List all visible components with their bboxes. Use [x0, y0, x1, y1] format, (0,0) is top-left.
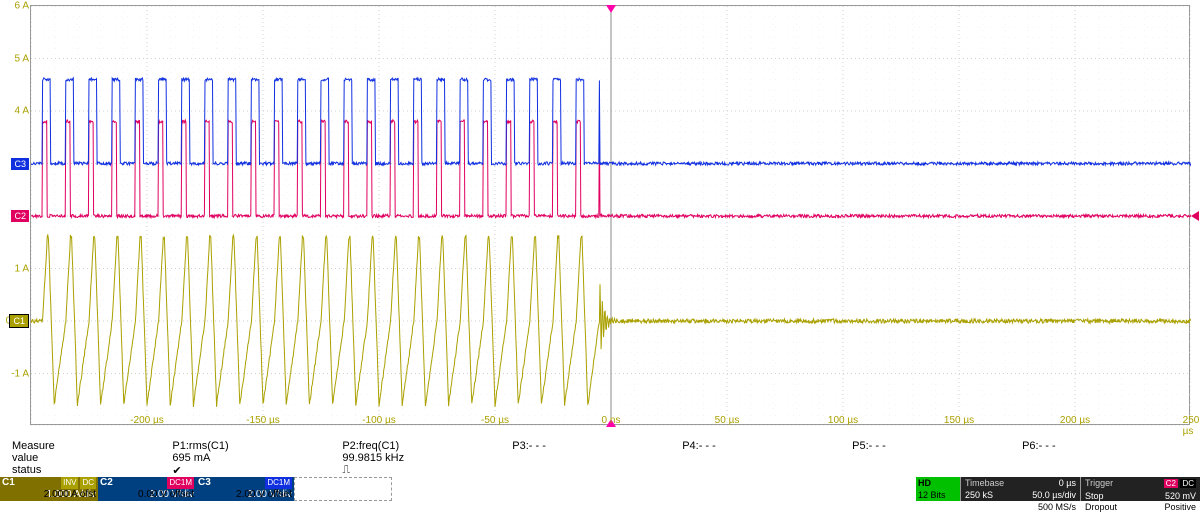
measurement-bar: Measure P1:rms(C1) P2:freq(C1) P3:- - - … — [12, 440, 1192, 477]
trigger-edge: Dropout — [1085, 501, 1117, 513]
x-axis-label: 100 µs — [828, 412, 858, 426]
hd-bits: 12 Bits — [918, 489, 958, 501]
measure-value-label: value — [12, 452, 172, 464]
measure-p2-label: P2:freq(C1) — [342, 440, 512, 452]
waveform-svg — [31, 6, 1191, 426]
oscilloscope-display: -200 µs -150 µs -100 µs -50 µs 0 ns 50 µs 100 … — [0, 0, 1200, 501]
trigger-box[interactable]: Trigger C2 DC Stop520 mV DropoutPositive — [1080, 477, 1200, 501]
measure-p1-label: P1:rms(C1) — [172, 440, 342, 452]
channel-c3-offset: 2.00 V offset — [196, 489, 294, 500]
measure-p1-status: ✔ — [172, 464, 342, 477]
x-axis-label: 50 µs — [715, 412, 740, 426]
channel-c1-tag: C1 — [2, 477, 15, 489]
channel-c1-badges: INVDC — [61, 477, 96, 489]
measure-p6-value — [1022, 452, 1192, 464]
trigger-marker-top — [606, 5, 616, 13]
measure-p6-label: P6:- - - — [1022, 440, 1192, 452]
channel-marker-c3: C3 — [11, 158, 29, 170]
hd-label: HD — [918, 477, 958, 489]
timebase-label: Timebase — [965, 477, 1004, 489]
channel-empty-box — [294, 477, 392, 501]
hd-box: HD 12 Bits — [916, 477, 960, 501]
trigger-slope: Positive — [1164, 501, 1196, 513]
timebase-tdiv: 50.0 µs/div — [1032, 489, 1076, 501]
channel-c2-offset: 0.00 V offset — [98, 489, 196, 500]
measure-p2-status: ⎍ — [342, 464, 512, 477]
channel-badge: DC — [80, 477, 96, 489]
x-axis-label: 250 µs — [1183, 412, 1200, 437]
x-axis-label: -150 µs — [246, 412, 280, 426]
trigger-label: Trigger — [1085, 477, 1113, 490]
trigger-src: C2 — [1164, 479, 1178, 488]
timebase-rate: 500 MS/s — [1038, 501, 1076, 513]
channel-marker-c2: C2 — [11, 210, 29, 222]
timebase-rec: 250 kS — [965, 489, 993, 501]
channel-c1-offset: 2.000 A ofst — [0, 489, 98, 500]
y-axis-label: 1 A — [15, 263, 31, 274]
y-axis-label: 5 A — [15, 53, 31, 64]
channel-badge: INV — [61, 477, 78, 489]
measure-p5-label: P5:- - - — [852, 440, 1022, 452]
channel-marker-c1: C1 — [9, 314, 29, 328]
x-axis-label: -200 µs — [130, 412, 164, 426]
measure-p5-value — [852, 452, 1022, 464]
x-axis-label: -50 µs — [481, 412, 509, 426]
timebase-pos: 0 µs — [1059, 477, 1076, 489]
measure-p4-value — [682, 452, 852, 464]
channel-level-arrow — [1191, 211, 1199, 221]
y-axis-label: 6 A — [15, 1, 31, 12]
measure-p3-label: P3:- - - — [512, 440, 682, 452]
channel-badge: DC1M — [167, 477, 194, 489]
waveform-plot: -200 µs -150 µs -100 µs -50 µs 0 ns 50 µs 100 … — [30, 5, 1190, 425]
channel-c2-badges: DC1M — [167, 477, 194, 489]
measure-status-label: status — [12, 464, 172, 477]
channel-badge: DC1M — [265, 477, 292, 489]
trigger-coupling: DC — [1180, 479, 1196, 488]
x-axis-label: 0 ns — [602, 412, 621, 426]
measure-header: Measure — [12, 440, 172, 452]
measure-p1-value: 695 mA — [172, 452, 342, 464]
x-axis-label: -100 µs — [362, 412, 396, 426]
y-axis-label: 4 A — [15, 106, 31, 117]
channel-c3-badges: DC1M — [265, 477, 292, 489]
measure-p4-label: P4:- - - — [682, 440, 852, 452]
x-axis-label: 200 µs — [1060, 412, 1090, 426]
y-axis-label: -1 A — [11, 368, 31, 379]
x-axis-label: 150 µs — [944, 412, 974, 426]
channel-c3-tag: C3 — [198, 477, 211, 489]
channel-c2-tag: C2 — [100, 477, 113, 489]
timebase-box[interactable]: Timebase0 µs 250 kS50.0 µs/div 500 MS/s — [960, 477, 1080, 501]
measure-p2-value: 99.9815 kHz — [342, 452, 512, 464]
measure-p3-value — [512, 452, 682, 464]
